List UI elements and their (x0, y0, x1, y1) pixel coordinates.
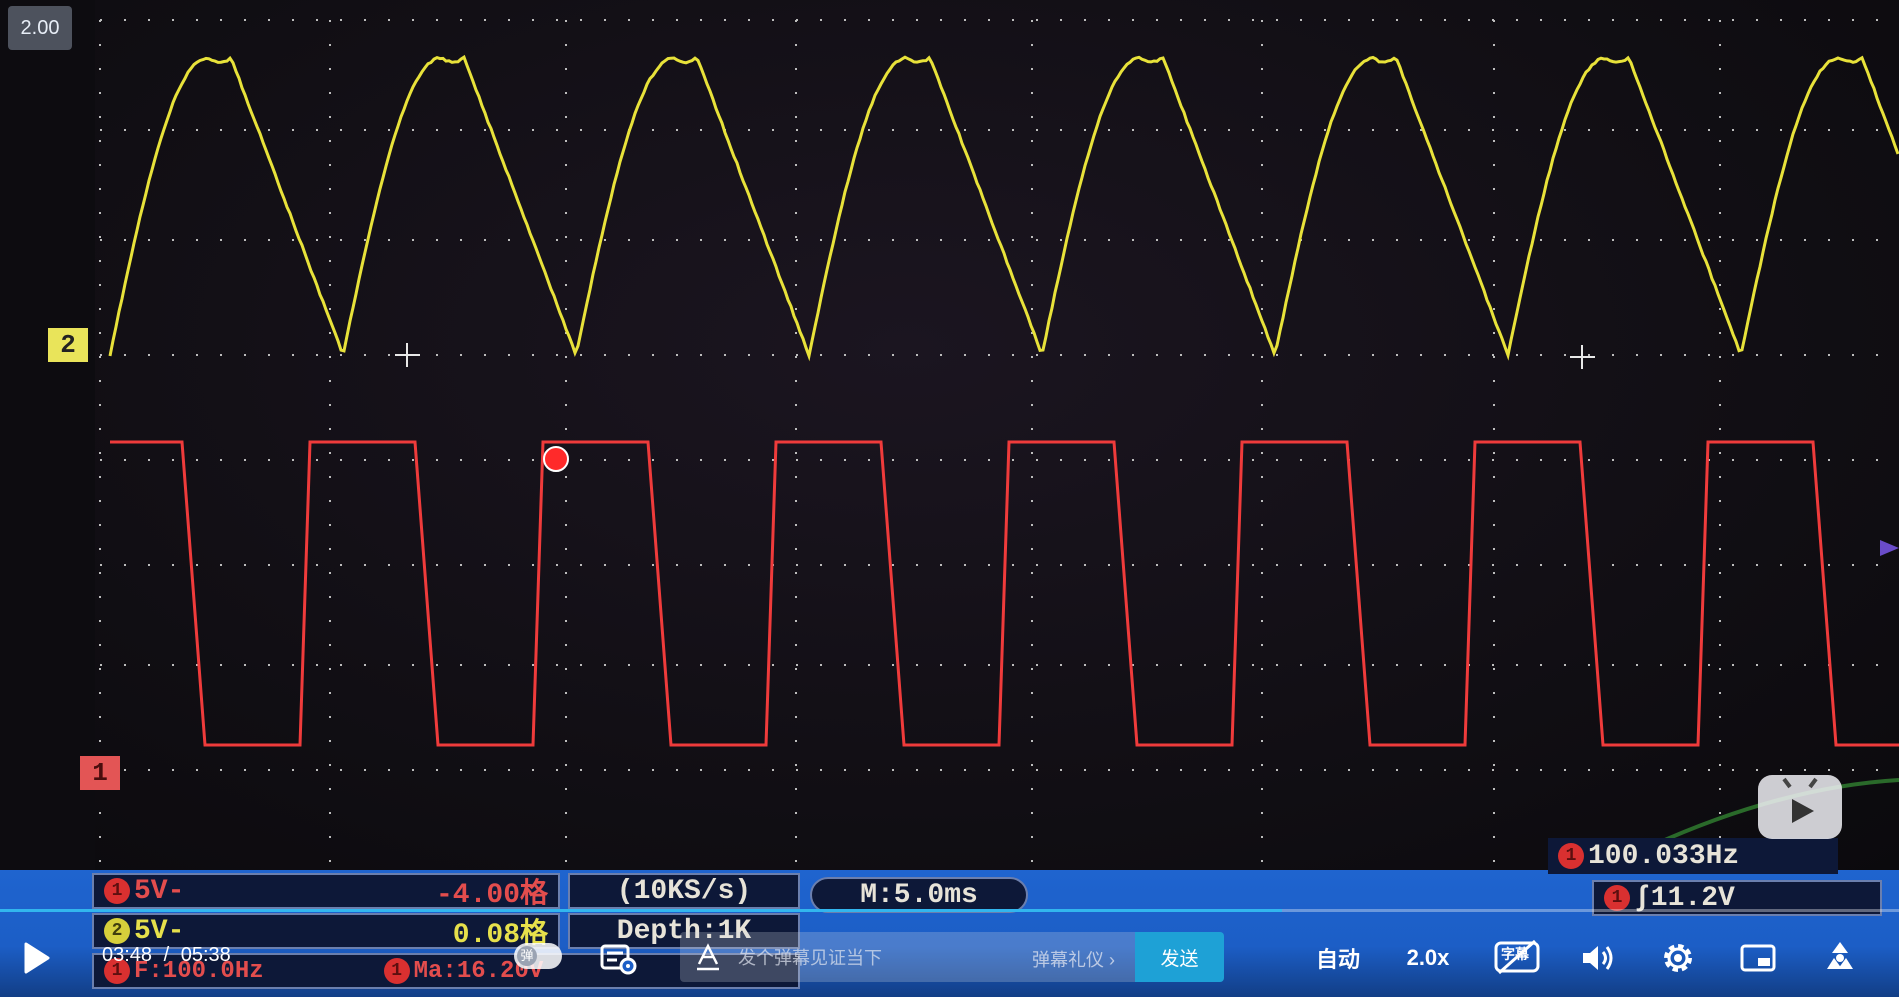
trigger-level-marker (1880, 540, 1899, 556)
ma-circle: 1 (384, 958, 410, 984)
ch2-volts: 5V- (134, 916, 184, 947)
danmu-input-box: 弹幕礼仪 › (680, 932, 1135, 982)
total-time: 05:38 (181, 944, 231, 966)
danmu-toggle-knob: 弹 (517, 946, 537, 966)
frequency-readout: 1 100.033Hz (1548, 838, 1838, 874)
danmu-etiquette-link[interactable]: 弹幕礼仪 › (1032, 946, 1115, 972)
text-style-icon (693, 942, 723, 972)
picture-in-picture-icon (1739, 942, 1777, 974)
subtitle-label: 字幕 (1501, 944, 1529, 964)
trigger-circle: 1 (1604, 885, 1630, 911)
send-danmu-button[interactable]: 发送 (1135, 932, 1224, 982)
time-display: 03:48 / 05:38 (102, 944, 231, 967)
danmu-input[interactable] (736, 932, 990, 984)
speed-badge: 2.00 (8, 6, 72, 50)
ch1-info: 1 5V- -4.00格 (92, 873, 560, 909)
current-time: 03:48 (102, 944, 152, 966)
fullscreen-button[interactable] (1818, 936, 1862, 978)
frequency-text: 100.033Hz (1588, 841, 1739, 872)
progress-fill (0, 909, 1282, 912)
sample-rate-text: (10KS/s) (617, 876, 751, 907)
time-separator: / (164, 944, 170, 966)
ch1-circle: 1 (104, 878, 130, 904)
gear-icon (1660, 940, 1696, 976)
freq-circle: 1 (1558, 843, 1584, 869)
sample-rate: (10KS/s) (568, 873, 800, 909)
quality-button[interactable]: 自动 (1308, 938, 1368, 978)
timebase-text: M:5.0ms (860, 880, 978, 911)
ch1-volts: 5V- (134, 876, 184, 907)
ch1-waveform (110, 442, 1899, 745)
speed-button[interactable]: 2.0x (1400, 938, 1456, 978)
danmu-settings-button[interactable] (596, 938, 640, 978)
ch1-offset: -4.00格 (436, 871, 548, 911)
danmu-toggle[interactable]: 弹 (514, 943, 562, 969)
settings-button[interactable] (1656, 938, 1700, 978)
timebase: M:5.0ms (810, 877, 1028, 913)
ch1-marker: 1 (80, 756, 120, 790)
volume-icon (1580, 942, 1616, 974)
mouse-cursor (544, 447, 568, 471)
danmu-settings-icon (598, 940, 638, 976)
fullscreen-icon (1821, 938, 1859, 976)
progress-bar[interactable] (0, 909, 1899, 912)
ch2-waveform (110, 57, 1898, 356)
ch2-marker: 2 (48, 328, 88, 362)
play-icon (20, 940, 52, 976)
bilibili-tv-logo-icon (1758, 775, 1842, 839)
volume-button[interactable] (1576, 938, 1620, 978)
picture-in-picture-button[interactable] (1736, 938, 1780, 978)
text-style-button[interactable] (688, 940, 728, 974)
ch2-circle: 2 (104, 918, 130, 944)
subtitle-button[interactable]: 字幕 (1492, 936, 1542, 978)
play-button[interactable] (16, 938, 56, 978)
